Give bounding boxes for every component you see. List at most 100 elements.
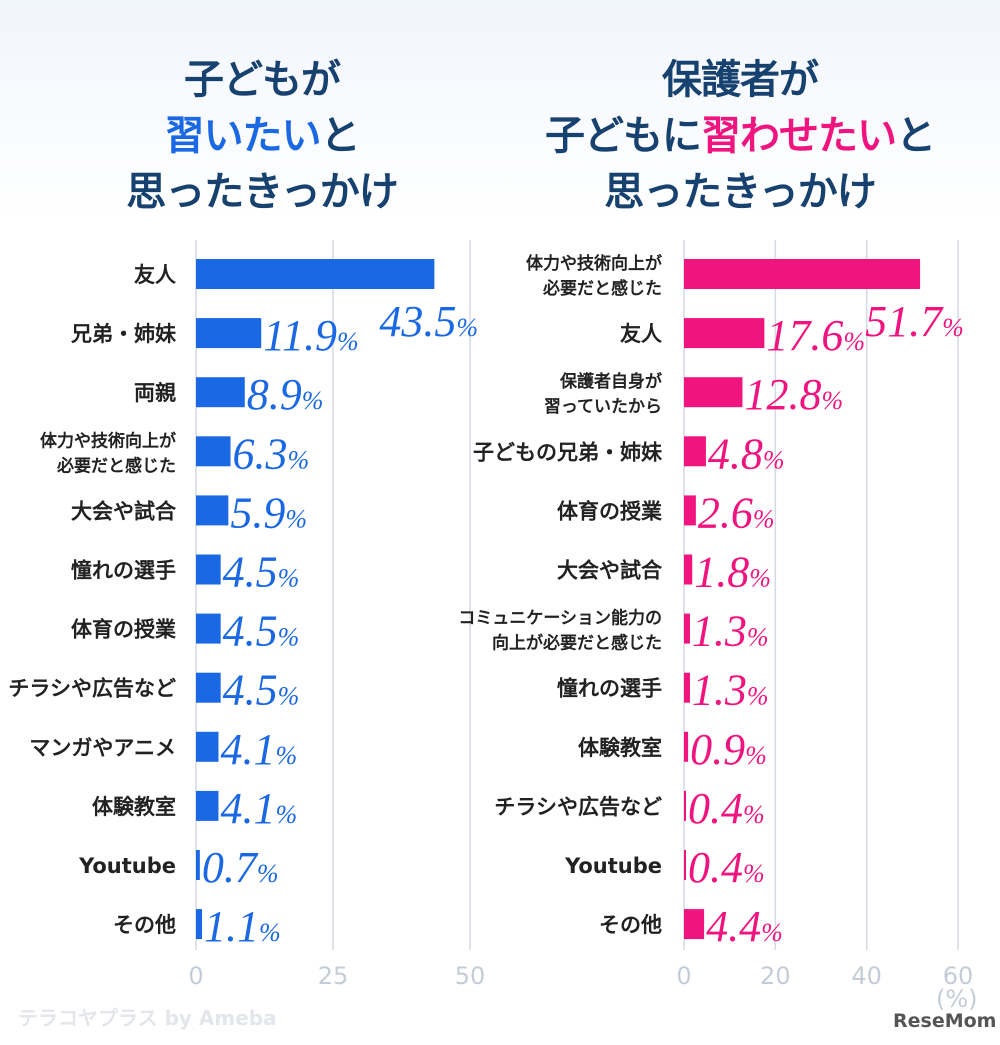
right-value-percent: % bbox=[745, 741, 767, 770]
right-value-percent: % bbox=[747, 682, 769, 711]
left-tick-label: 25 bbox=[318, 962, 349, 990]
left-value-percent: % bbox=[278, 623, 300, 652]
left-bar bbox=[196, 790, 219, 821]
right-value-label: 0.9% bbox=[690, 725, 767, 774]
right-value-label: 51.7% bbox=[865, 297, 964, 346]
right-value-percent: % bbox=[761, 918, 783, 947]
right-title: 保護者が 子どもに習わせたいと 思ったきっかけ bbox=[490, 52, 990, 220]
right-value-percent: % bbox=[843, 327, 865, 356]
left-value-label: 4.1% bbox=[220, 725, 297, 774]
left-category-label: マンガやアニメ bbox=[29, 736, 176, 760]
right-bar bbox=[684, 436, 706, 467]
right-value-percent: % bbox=[743, 800, 765, 829]
left-value-number: 6.3 bbox=[233, 429, 288, 478]
left-value-label: 43.5% bbox=[379, 297, 478, 346]
left-tick-label: 50 bbox=[455, 962, 486, 990]
right-title-line2-rest: と bbox=[896, 113, 936, 159]
left-value-percent: % bbox=[285, 504, 307, 533]
right-value-percent: % bbox=[753, 504, 775, 533]
left-bar bbox=[196, 613, 221, 644]
left-value-number: 8.9 bbox=[247, 370, 302, 419]
right-value-label: 1.3% bbox=[692, 607, 769, 656]
right-category-label: 体力や技術向上が bbox=[526, 253, 662, 274]
left-value-percent: % bbox=[275, 741, 297, 770]
left-value-label: 4.5% bbox=[223, 666, 300, 715]
left-title-line2: 習いたいと bbox=[62, 108, 462, 164]
left-value-percent: % bbox=[456, 313, 478, 342]
left-category-label: Youtube bbox=[78, 854, 176, 878]
right-value-number: 0.4 bbox=[688, 784, 743, 833]
left-value-label: 1.1% bbox=[204, 902, 281, 951]
left-category-label: 体育の授業 bbox=[71, 618, 177, 642]
right-bar bbox=[684, 613, 690, 644]
right-value-label: 0.4% bbox=[688, 843, 765, 892]
right-value-number: 12.8 bbox=[744, 370, 821, 419]
right-value-number: 1.3 bbox=[692, 666, 747, 715]
left-tick-label: 0 bbox=[188, 962, 203, 990]
right-category-label: 必要だと感じた bbox=[542, 278, 662, 299]
right-value-label: 4.8% bbox=[708, 429, 785, 478]
right-title-highlight: 習わせたい bbox=[701, 113, 897, 159]
left-value-label: 8.9% bbox=[247, 370, 324, 419]
right-tick-label: 60 bbox=[943, 962, 974, 990]
left-bar bbox=[196, 377, 245, 408]
right-bar bbox=[684, 731, 689, 762]
left-value-label: 4.1% bbox=[220, 784, 297, 833]
left-value-number: 11.9 bbox=[263, 311, 337, 360]
left-value-label: 6.3% bbox=[233, 429, 310, 478]
unit-label: (%) bbox=[936, 985, 978, 1013]
left-bar bbox=[196, 731, 219, 762]
left-value-percent: % bbox=[337, 327, 359, 356]
terakoya-logo: テラコヤプラス by Ameba bbox=[18, 1006, 277, 1030]
right-value-label: 12.8% bbox=[744, 370, 843, 419]
left-value-number: 0.7 bbox=[202, 843, 259, 892]
right-tick-label: 20 bbox=[760, 962, 791, 990]
right-bar bbox=[684, 495, 696, 526]
left-bar bbox=[196, 672, 221, 703]
left-title-line1: 子どもが bbox=[184, 57, 341, 103]
right-category-label: 子どもの兄弟・姉妹 bbox=[473, 440, 663, 464]
right-value-percent: % bbox=[821, 386, 843, 415]
right-category-label: 大会や試合 bbox=[557, 559, 663, 583]
right-value-number: 0.9 bbox=[690, 725, 745, 774]
left-value-number: 4.5 bbox=[223, 548, 278, 597]
left-bar bbox=[196, 554, 221, 585]
right-value-percent: % bbox=[743, 859, 765, 888]
right-bar bbox=[684, 909, 705, 940]
right-bar bbox=[684, 790, 686, 821]
left-value-percent: % bbox=[259, 918, 281, 947]
left-value-label: 5.9% bbox=[230, 488, 307, 537]
left-title: 子どもが 習いたいと 思ったきっかけ bbox=[62, 52, 462, 220]
right-value-number: 2.6 bbox=[698, 488, 753, 537]
left-value-label: 4.5% bbox=[223, 607, 300, 656]
left-title-line2-rest: と bbox=[320, 113, 361, 159]
left-value-number: 4.5 bbox=[223, 666, 278, 715]
left-category-label: 両親 bbox=[134, 381, 176, 405]
right-category-label: その他 bbox=[599, 913, 662, 937]
left-value-percent: % bbox=[278, 682, 300, 711]
left-bar bbox=[196, 318, 262, 349]
right-value-label: 1.3% bbox=[692, 666, 769, 715]
right-bar bbox=[684, 554, 693, 585]
right-value-percent: % bbox=[747, 623, 769, 652]
left-category-label: その他 bbox=[113, 913, 176, 937]
right-bar bbox=[684, 672, 690, 703]
left-bar bbox=[196, 436, 231, 467]
left-value-number: 5.9 bbox=[230, 488, 285, 537]
left-category-label: チラシや広告など bbox=[8, 677, 176, 701]
right-value-percent: % bbox=[942, 313, 964, 342]
right-value-number: 17.6 bbox=[766, 311, 843, 360]
right-value-label: 2.6% bbox=[698, 488, 775, 537]
right-title-line3: 思ったきっかけ bbox=[604, 169, 876, 215]
right-bar bbox=[684, 259, 921, 289]
left-category-label: 大会や試合 bbox=[71, 499, 177, 523]
left-bar bbox=[196, 909, 203, 940]
left-category-label: 兄弟・姉妹 bbox=[70, 322, 177, 346]
right-value-number: 0.4 bbox=[688, 843, 743, 892]
left-title-line3: 思ったきっかけ bbox=[126, 169, 398, 215]
left-category-label: 憧れの選手 bbox=[71, 559, 176, 583]
right-value-label: 0.4% bbox=[688, 784, 765, 833]
right-title-line2-pre: 子どもに bbox=[545, 113, 702, 159]
right-category-label: 向上が必要だと感じた bbox=[492, 633, 662, 654]
